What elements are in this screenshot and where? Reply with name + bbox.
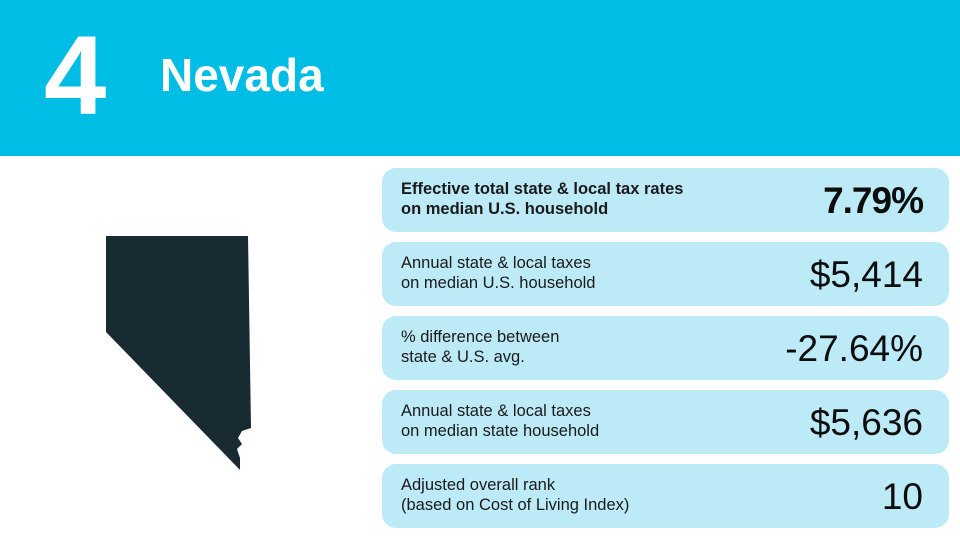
stat-value: 7.79% <box>823 179 924 221</box>
nevada-silhouette-icon <box>106 236 251 470</box>
nevada-map-icon <box>96 230 266 480</box>
stat-label: Effective total state & local tax rates … <box>401 180 684 218</box>
stat-value: -27.64% <box>785 327 923 369</box>
stat-value: 10 <box>881 475 923 517</box>
stat-label: Annual state & local taxes on median U.S… <box>401 254 596 292</box>
state-name: Nevada <box>160 49 324 101</box>
rank-number: 4 <box>44 13 106 138</box>
stat-card-percent-difference: % difference between state & U.S. avg. -… <box>382 316 949 380</box>
stats-list: Effective total state & local tax rates … <box>382 168 949 538</box>
stat-card-adjusted-rank: Adjusted overall rank (based on Cost of … <box>382 464 949 528</box>
stat-card-effective-tax-rate: Effective total state & local tax rates … <box>382 168 949 232</box>
stat-label: % difference between state & U.S. avg. <box>401 328 560 366</box>
stat-label: Annual state & local taxes on median sta… <box>401 402 600 440</box>
stat-card-annual-taxes-us: Annual state & local taxes on median U.S… <box>382 242 949 306</box>
stat-label: Adjusted overall rank (based on Cost of … <box>401 476 630 514</box>
stat-value: $5,636 <box>809 401 923 443</box>
header-banner: 4 Nevada <box>0 0 960 156</box>
stat-value: $5,414 <box>809 253 923 295</box>
stat-card-annual-taxes-state: Annual state & local taxes on median sta… <box>382 390 949 454</box>
